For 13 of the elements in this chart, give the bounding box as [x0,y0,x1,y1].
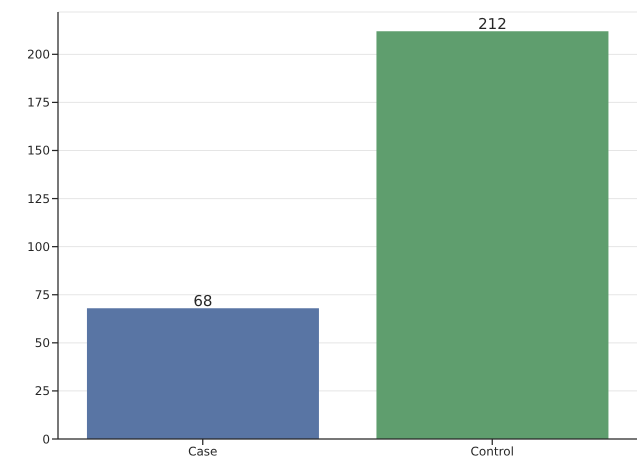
y-tick-label: 50 [34,336,50,350]
y-tick-label: 125 [27,192,50,206]
y-tick-label: 0 [42,432,50,446]
data-label: 68 [193,292,212,310]
x-tick-label: Case [188,444,218,459]
x-tick-label: Control [470,444,514,459]
y-tick-label: 150 [27,144,50,158]
y-tick-label: 175 [27,96,50,110]
y-tick-label: 75 [34,288,50,302]
data-label: 212 [478,15,507,34]
y-tick-label: 100 [27,240,50,254]
y-tick-label: 25 [34,384,50,398]
y-tick-label: 200 [27,48,50,62]
